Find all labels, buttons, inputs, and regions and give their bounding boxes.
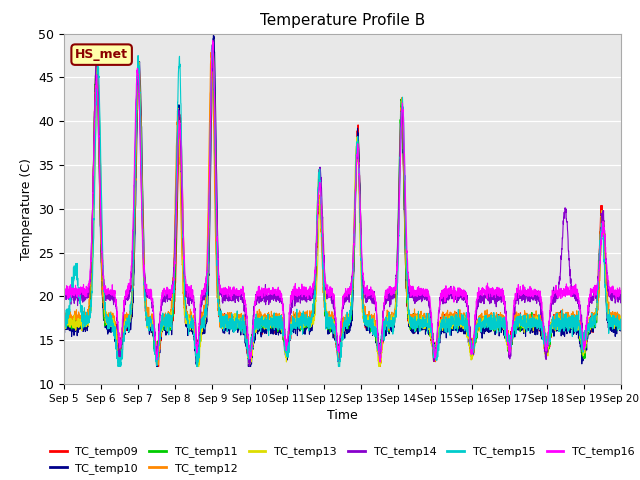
TC_temp10 <box>547 328 554 334</box>
TC_temp10 <box>153 364 161 370</box>
TC_temp13 <box>157 325 164 331</box>
TC_temp14 <box>246 363 253 369</box>
TC_temp10 <box>298 326 306 332</box>
TC_temp12 <box>124 316 131 322</box>
Line: TC_temp12: TC_temp12 <box>64 49 621 367</box>
TC_temp11 <box>60 321 68 327</box>
TC_temp16 <box>157 310 164 316</box>
TC_temp09 <box>209 51 217 57</box>
TC_temp12 <box>207 47 215 52</box>
TC_temp15 <box>157 329 164 335</box>
TC_temp09 <box>157 332 164 338</box>
X-axis label: Time: Time <box>327 409 358 422</box>
TC_temp15 <box>547 327 554 333</box>
TC_temp11 <box>298 318 306 324</box>
Line: TC_temp14: TC_temp14 <box>64 50 621 366</box>
TC_temp13 <box>193 364 201 370</box>
TC_temp13 <box>298 317 306 323</box>
TC_temp09 <box>274 319 282 325</box>
TC_temp14 <box>124 288 131 293</box>
TC_temp13 <box>274 318 282 324</box>
TC_temp15 <box>124 321 132 327</box>
TC_temp16 <box>209 37 216 43</box>
TC_temp09 <box>617 322 625 328</box>
TC_temp12 <box>298 315 306 321</box>
TC_temp15 <box>208 43 216 48</box>
TC_temp09 <box>298 324 306 330</box>
Title: Temperature Profile B: Temperature Profile B <box>260 13 425 28</box>
TC_temp12 <box>606 316 614 322</box>
TC_temp14 <box>606 295 614 300</box>
TC_temp10 <box>617 328 625 334</box>
Line: TC_temp11: TC_temp11 <box>64 42 621 360</box>
Legend: TC_temp09, TC_temp10, TC_temp11, TC_temp12, TC_temp13, TC_temp14, TC_temp15, TC_: TC_temp09, TC_temp10, TC_temp11, TC_temp… <box>45 442 639 479</box>
TC_temp16 <box>298 281 306 287</box>
TC_temp16 <box>376 359 384 365</box>
TC_temp16 <box>60 290 68 296</box>
TC_temp13 <box>60 317 68 323</box>
TC_temp12 <box>157 325 164 331</box>
TC_temp14 <box>547 312 554 317</box>
TC_temp11 <box>124 318 131 324</box>
Line: TC_temp13: TC_temp13 <box>64 47 621 367</box>
TC_temp14 <box>209 47 217 53</box>
TC_temp09 <box>153 364 161 370</box>
Line: TC_temp16: TC_temp16 <box>64 40 621 362</box>
TC_temp09 <box>547 332 554 338</box>
TC_temp14 <box>274 295 282 300</box>
TC_temp16 <box>606 291 614 297</box>
TC_temp14 <box>60 295 68 301</box>
TC_temp11 <box>547 338 554 344</box>
Y-axis label: Temperature (C): Temperature (C) <box>20 158 33 260</box>
TC_temp15 <box>298 310 306 316</box>
TC_temp11 <box>157 326 164 332</box>
TC_temp11 <box>617 320 625 326</box>
TC_temp12 <box>547 327 554 333</box>
Text: HS_met: HS_met <box>75 48 128 61</box>
TC_temp12 <box>617 315 625 321</box>
Line: TC_temp15: TC_temp15 <box>64 46 621 367</box>
TC_temp14 <box>298 295 306 301</box>
TC_temp09 <box>124 324 131 330</box>
Line: TC_temp10: TC_temp10 <box>64 34 621 367</box>
TC_temp10 <box>60 323 68 329</box>
TC_temp16 <box>547 302 554 308</box>
TC_temp09 <box>606 316 614 322</box>
TC_temp10 <box>124 320 131 326</box>
TC_temp11 <box>606 318 614 324</box>
TC_temp15 <box>60 323 68 328</box>
TC_temp13 <box>617 324 625 330</box>
Line: TC_temp09: TC_temp09 <box>64 54 621 367</box>
TC_temp14 <box>157 307 164 312</box>
TC_temp13 <box>606 320 614 325</box>
TC_temp10 <box>210 31 218 36</box>
TC_temp16 <box>617 289 625 295</box>
TC_temp16 <box>124 288 131 294</box>
TC_temp13 <box>124 322 131 327</box>
TC_temp10 <box>157 336 164 341</box>
TC_temp09 <box>60 327 68 333</box>
TC_temp15 <box>114 364 122 370</box>
TC_temp14 <box>617 292 625 298</box>
TC_temp11 <box>274 329 282 335</box>
TC_temp15 <box>606 318 614 324</box>
TC_temp13 <box>547 329 554 335</box>
TC_temp10 <box>606 327 614 333</box>
TC_temp15 <box>617 322 625 327</box>
TC_temp10 <box>274 329 282 335</box>
TC_temp11 <box>431 357 439 363</box>
TC_temp12 <box>60 316 68 322</box>
TC_temp11 <box>209 39 216 45</box>
TC_temp13 <box>209 44 217 50</box>
TC_temp16 <box>274 291 282 297</box>
TC_temp15 <box>274 314 282 320</box>
TC_temp12 <box>274 312 282 317</box>
TC_temp12 <box>376 364 383 370</box>
